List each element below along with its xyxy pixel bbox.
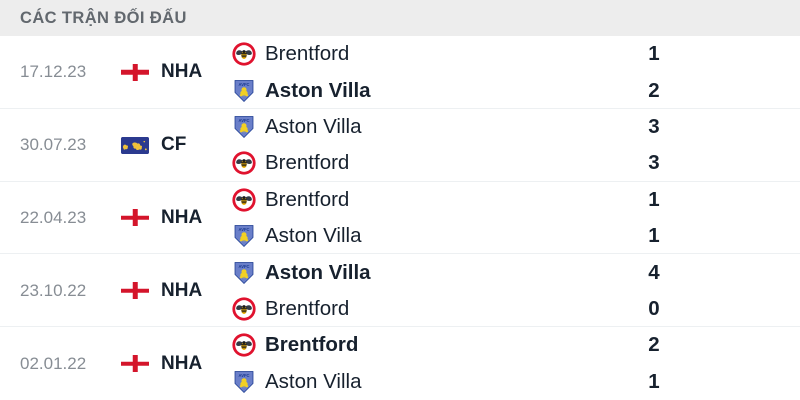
svg-text:AVFC: AVFC xyxy=(239,263,250,268)
svg-text:AVFC: AVFC xyxy=(239,118,250,123)
svg-text:AVFC: AVFC xyxy=(239,81,250,86)
svg-text:AVFC: AVFC xyxy=(239,227,250,232)
svg-text:AVFC: AVFC xyxy=(239,373,250,378)
